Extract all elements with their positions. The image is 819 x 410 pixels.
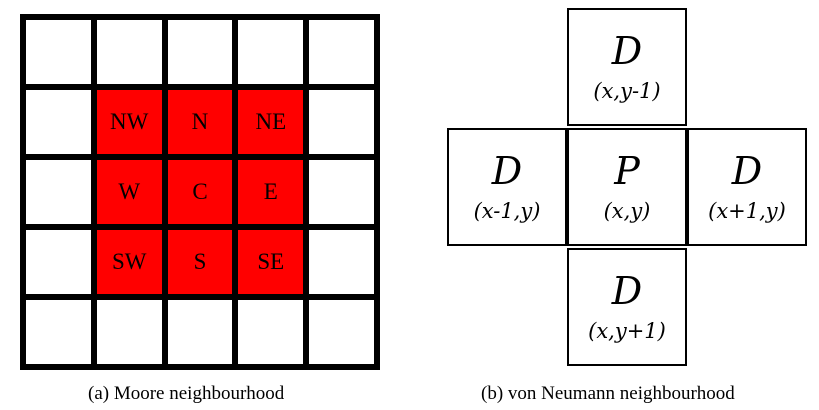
moore-cell-r4c3	[238, 300, 304, 364]
moore-cell-ne: NE	[238, 90, 304, 154]
moore-cell-nw: NW	[96, 90, 162, 154]
cell-letter: D	[611, 29, 643, 73]
cell-letter: D	[611, 269, 643, 313]
moore-cell-r4c4	[309, 300, 374, 364]
moore-cell-w: W	[96, 160, 162, 224]
moore-cell-r3c0	[26, 230, 91, 294]
moore-cell-r0c1	[96, 20, 162, 84]
moore-cell-r0c4	[309, 20, 374, 84]
moore-cell-se: SE	[238, 230, 304, 294]
cell-letter: P	[614, 149, 640, 193]
von-neumann-caption: (b) von Neumann neighbourhood	[481, 383, 735, 404]
moore-cell-n: N	[167, 90, 233, 154]
cell-coordinate: (x-1,y)	[473, 199, 541, 223]
von-neumann-west-cell: D (x-1,y)	[447, 128, 567, 246]
von-neumann-east-cell: D (x+1,y)	[687, 128, 807, 246]
moore-cell-r0c2	[167, 20, 233, 84]
von-neumann-north-cell: D (x,y-1)	[567, 8, 687, 126]
von-neumann-south-cell: D (x,y+1)	[567, 248, 687, 366]
moore-cell-r4c0	[26, 300, 91, 364]
moore-cell-r1c0	[26, 90, 91, 154]
cell-coordinate: (x,y+1)	[588, 319, 666, 343]
moore-cell-r4c1	[96, 300, 162, 364]
moore-cell-e: E	[238, 160, 304, 224]
moore-cell-r3c4	[309, 230, 374, 294]
moore-cell-s: S	[167, 230, 233, 294]
cell-coordinate: (x,y)	[603, 199, 651, 223]
moore-cell-c: C	[167, 160, 233, 224]
von-neumann-center-cell: P (x,y)	[567, 128, 687, 246]
cell-coordinate: (x+1,y)	[708, 199, 786, 223]
moore-cell-r1c4	[309, 90, 374, 154]
moore-cell-r0c0	[26, 20, 91, 84]
cell-letter: D	[731, 149, 763, 193]
cell-coordinate: (x,y-1)	[593, 79, 661, 103]
moore-cell-r4c2	[167, 300, 233, 364]
moore-cell-sw: SW	[96, 230, 162, 294]
moore-grid: NW N NE W C E SW S SE	[20, 14, 380, 370]
cell-letter: D	[491, 149, 523, 193]
moore-cell-r0c3	[238, 20, 304, 84]
moore-cell-r2c0	[26, 160, 91, 224]
moore-cell-r2c4	[309, 160, 374, 224]
moore-caption: (a) Moore neighbourhood	[88, 383, 285, 404]
